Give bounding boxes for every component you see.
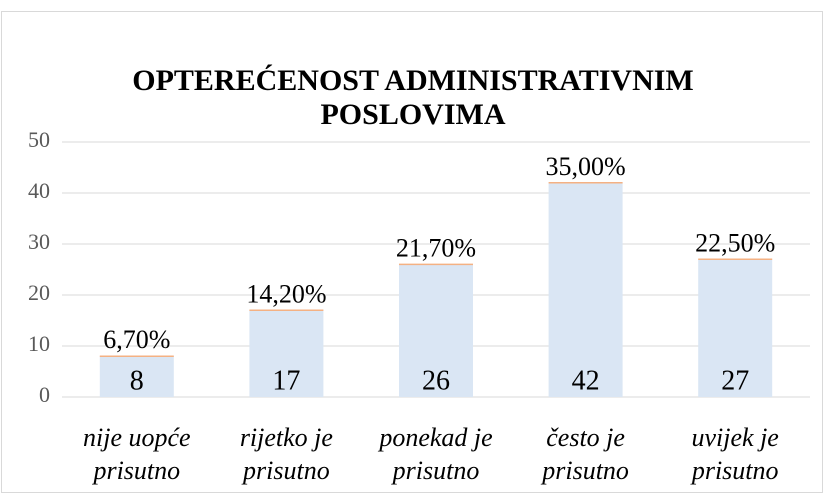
x-tick-label: nije uopće prisutno — [83, 423, 191, 485]
data-label: 26 — [422, 365, 450, 396]
x-tick-label: rijetko je prisutno — [239, 423, 333, 485]
chart-frame — [1, 11, 823, 493]
bar — [399, 264, 473, 397]
data-label: 17 — [272, 365, 300, 396]
bar — [249, 310, 324, 397]
chart-title: OPTEREĆENOST ADMINISTRATIVNIM POSLOVIMA — [132, 64, 694, 131]
percent-label: 35,00% — [546, 152, 626, 181]
percent-label: 14,20% — [246, 279, 326, 308]
percent-label: 6,70% — [103, 325, 170, 354]
data-label: 42 — [572, 365, 600, 396]
y-tick-label: 20 — [28, 280, 50, 305]
y-tick-label: 30 — [28, 229, 50, 254]
y-tick-label: 40 — [28, 178, 50, 203]
bar — [548, 182, 623, 397]
bar — [698, 259, 773, 397]
y-tick-label: 0 — [39, 382, 50, 407]
percent-label: 21,70% — [396, 233, 476, 262]
data-label: 8 — [130, 365, 144, 396]
bar — [99, 356, 174, 397]
x-tick-label: uvijek je prisutno — [691, 423, 779, 485]
data-label: 27 — [721, 365, 749, 396]
percent-label: 22,50% — [695, 228, 775, 257]
y-tick-label: 10 — [28, 331, 50, 356]
x-tick-label: često je prisutno — [542, 423, 629, 485]
y-tick-label: 50 — [28, 127, 50, 152]
x-tick-label: ponekad je prisutno — [379, 423, 493, 485]
